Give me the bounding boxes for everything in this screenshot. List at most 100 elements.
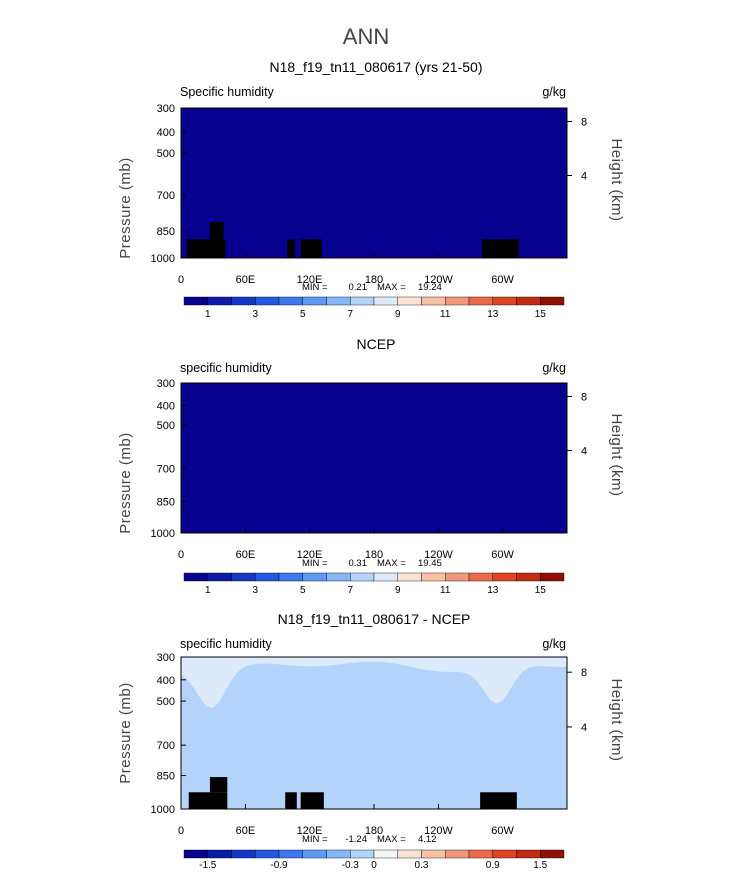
colorbar-label: 13 xyxy=(487,585,499,596)
colorbar-swatch xyxy=(302,572,327,582)
x-tick-label: 60E xyxy=(236,825,256,837)
min-value: -1.24 xyxy=(345,834,367,845)
colorbar-swatch xyxy=(302,296,327,306)
colorbar-label: 7 xyxy=(347,309,353,320)
land-block xyxy=(482,239,519,258)
x-tick-label: 120E xyxy=(297,274,323,286)
panel-model: N18_f19_tn11_080617 (yrs 21-50) Specific… xyxy=(117,59,625,320)
y-tick-label: 700 xyxy=(157,740,175,752)
y-tick-label: 500 xyxy=(157,148,175,160)
colorbar-swatch xyxy=(326,849,351,859)
land-block xyxy=(285,792,297,809)
axes: 300 400 500 700 850 1000 8 4 0 60E 120E 180 120W 60W xyxy=(151,652,588,837)
colorbar-swatch xyxy=(445,296,470,306)
land-block xyxy=(209,222,224,240)
y-tick-label: 1000 xyxy=(151,804,175,816)
y-axis-title: Pressure (mb) xyxy=(117,432,134,534)
x-tick-label: 60W xyxy=(491,549,514,561)
colorbar-label: 0.3 xyxy=(415,860,429,871)
colorbar-swatch xyxy=(373,572,398,582)
colorbar-swatch xyxy=(540,849,565,859)
x-tick-label: 180 xyxy=(365,549,383,561)
colorbar-label: 3 xyxy=(252,585,258,596)
land-block xyxy=(287,239,295,258)
land-mask xyxy=(188,777,517,809)
colorbar-swatch xyxy=(207,296,232,306)
y-right-tick-label: 4 xyxy=(581,446,587,458)
x-tick-label: 0 xyxy=(178,274,184,286)
colorbar-swatch xyxy=(516,572,541,582)
panel-title: N18_f19_tn11_080617 - NCEP xyxy=(278,611,471,627)
min-max-stats: MIN = 0.21 MAX = 19.24 xyxy=(302,282,442,293)
colorbar-swatch xyxy=(540,572,565,582)
x-tick-label: 0 xyxy=(178,825,184,837)
colorbar-swatch xyxy=(468,296,493,306)
land-block xyxy=(300,239,322,258)
colorbar-swatch xyxy=(492,572,517,582)
y-tick-label: 850 xyxy=(157,226,175,238)
land-block xyxy=(188,792,228,809)
max-value: 4.12 xyxy=(418,834,437,845)
colorbar-label: 1 xyxy=(205,585,211,596)
max-label: MAX = xyxy=(377,558,406,569)
y-tick-label: 700 xyxy=(157,190,175,202)
colorbar-swatch xyxy=(540,296,565,306)
colorbar-label: 1 xyxy=(205,309,211,320)
colorbar-label: 5 xyxy=(300,309,306,320)
y-tick-label: 1000 xyxy=(151,253,175,265)
colorbar-swatch xyxy=(302,849,327,859)
contour-bands xyxy=(181,389,567,533)
colorbar-swatch xyxy=(278,849,303,859)
y-tick-label: 300 xyxy=(157,652,175,664)
x-tick-label: 120W xyxy=(424,549,453,561)
plot-area xyxy=(180,656,568,810)
colorbar-label: 11 xyxy=(440,585,451,596)
figure-title: ANN xyxy=(343,24,389,49)
panel-title: N18_f19_tn11_080617 (yrs 21-50) xyxy=(269,59,482,75)
y-tick-label: 300 xyxy=(157,378,175,390)
colorbar-label: -1.5 xyxy=(199,860,217,871)
panel-variable-label: specific humidity xyxy=(180,361,272,375)
land-block xyxy=(300,792,324,809)
colorbar-swatch xyxy=(397,572,422,582)
y-right-axis-title: Height (km) xyxy=(608,413,625,496)
colorbar-swatch xyxy=(421,849,446,859)
colorbar-label: -0.3 xyxy=(342,860,360,871)
land-block xyxy=(186,239,226,258)
panel-units-label: g/kg xyxy=(542,637,566,651)
min-label: MIN = xyxy=(302,834,328,845)
colorbar-swatch xyxy=(255,572,280,582)
y-tick-label: 1000 xyxy=(151,528,175,540)
panel-units-label: g/kg xyxy=(542,361,566,375)
x-tick-label: 180 xyxy=(365,274,383,286)
axes: 300 400 500 700 850 1000 8 4 0 60E 120E 180 120W 60W xyxy=(151,103,588,286)
colorbar-swatch xyxy=(231,849,256,859)
x-tick-label: 120E xyxy=(297,549,323,561)
colorbar-swatch xyxy=(445,572,470,582)
plot-area xyxy=(180,107,568,259)
panel-variable-label: specific humidity xyxy=(180,637,272,651)
colorbar-swatch xyxy=(468,572,493,582)
colorbar-swatch xyxy=(373,296,398,306)
max-value: 19.45 xyxy=(418,558,442,569)
colorbar-swatch xyxy=(350,572,375,582)
y-tick-label: 700 xyxy=(157,464,175,476)
y-axis-title: Pressure (mb) xyxy=(117,682,134,784)
y-tick-label: 400 xyxy=(157,401,175,413)
y-right-tick-label: 8 xyxy=(581,392,587,404)
y-right-tick-label: 4 xyxy=(581,171,587,183)
colorbar-swatch xyxy=(231,296,256,306)
colorbar-swatch xyxy=(397,296,422,306)
colorbar-swatch xyxy=(207,572,232,582)
colorbar-swatch xyxy=(445,849,470,859)
colorbar-label: 15 xyxy=(535,309,547,320)
colorbar-label: 11 xyxy=(440,309,451,320)
axes: 300 400 500 700 850 1000 8 4 0 60E 120E 180 120W 60W xyxy=(151,378,588,561)
colorbar-swatch xyxy=(373,849,398,859)
colorbar-label: 13 xyxy=(487,309,499,320)
y-tick-label: 850 xyxy=(157,771,175,783)
max-label: MAX = xyxy=(377,282,406,293)
colorbar-swatch xyxy=(278,296,303,306)
colorbar-label: 5 xyxy=(300,585,306,596)
